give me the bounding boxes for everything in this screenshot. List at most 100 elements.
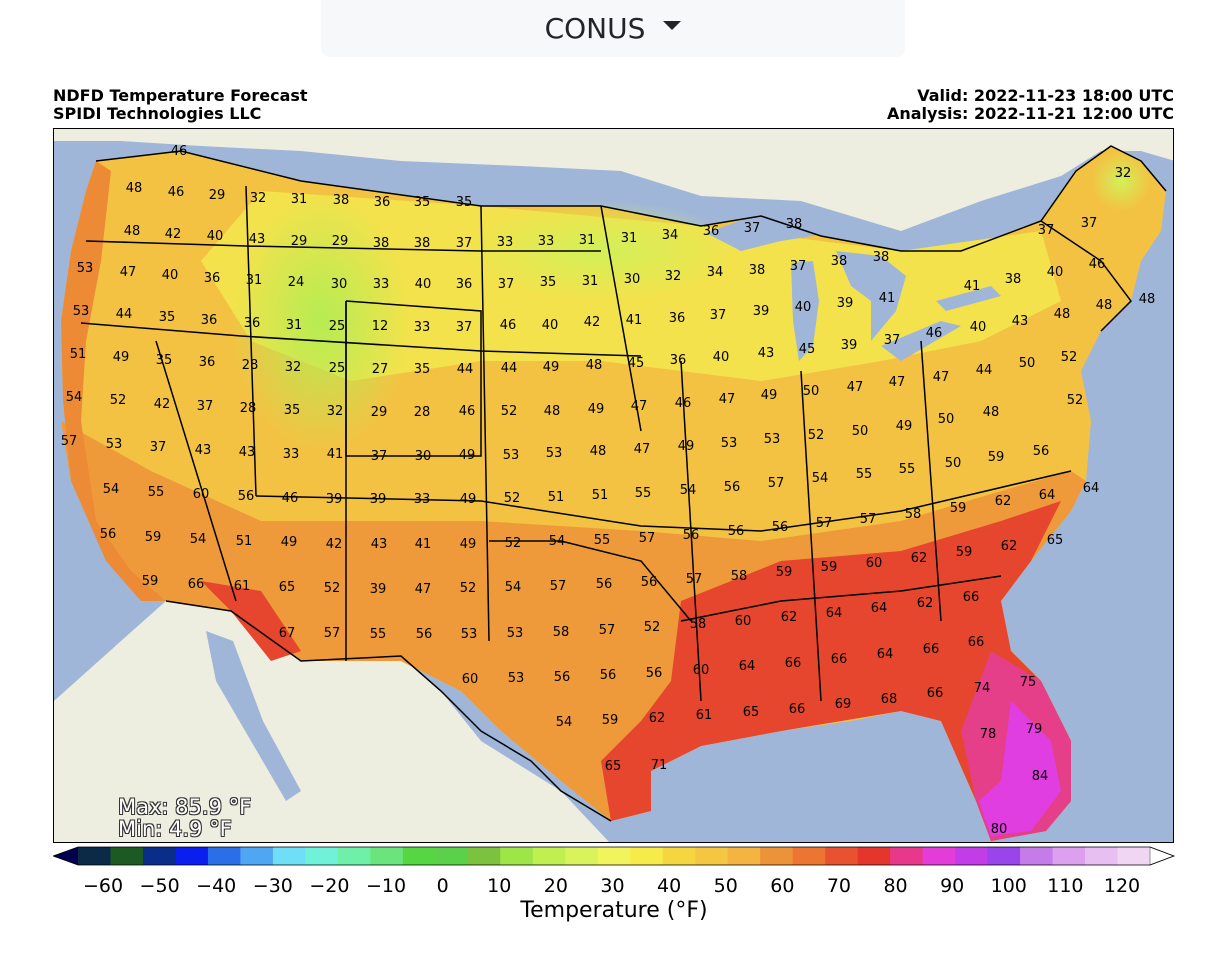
temperature-label: 57 [550,579,567,594]
temperature-label: 40 [795,300,812,315]
temperature-label: 51 [548,490,565,505]
chart-title: NDFD Temperature Forecast SPIDI Technolo… [53,87,308,123]
temperature-label: 46 [1089,257,1106,272]
temperature-label: 62 [917,596,934,611]
temperature-label: 53 [73,304,90,319]
temperature-label: 35 [414,362,431,377]
temperature-label: 54 [680,483,697,498]
border-col6 [800,370,822,702]
temperature-label: 64 [739,659,756,674]
zone-green-rockies [231,191,411,451]
lake-superior [706,213,831,251]
temperature-label: 32 [665,269,682,284]
colorbar-segment [110,847,144,865]
temperature-label: 49 [588,402,605,417]
temperature-label: 49 [678,439,695,454]
temperature-label: 64 [871,601,888,616]
temperature-label: 46 [500,318,517,333]
temperature-label: 60 [193,487,210,502]
temperature-label: 55 [594,533,611,548]
colorbar-segment [142,847,176,865]
temperature-label: 56 [1033,444,1050,459]
region-selector-button[interactable]: CONUS [321,0,905,57]
temperature-label: 79 [1026,722,1043,737]
temperature-label: 78 [980,727,997,742]
temperature-label: 75 [1020,675,1037,690]
temperature-label: 53 [77,261,94,276]
temperature-label: 46 [675,396,692,411]
temperature-label: 38 [1005,272,1022,287]
temperature-label: 56 [100,527,117,542]
temperature-label: 50 [945,456,962,471]
temperature-label: 56 [641,575,658,590]
temperature-label: 54 [190,532,207,547]
temperature-label: 36 [703,224,720,239]
colorbar-segment [1020,847,1054,865]
temperature-label: 47 [415,582,432,597]
colorbar-segment [890,847,924,865]
temperature-label: 46 [459,404,476,419]
colorbar-segment [857,847,891,865]
temperature-label: 53 [106,437,123,452]
temperature-label: 39 [326,492,343,507]
temperature-label: 53 [508,671,525,686]
temperature-label: 41 [626,313,643,328]
temperature-label: 34 [662,228,679,243]
valid-time: Valid: 2022-11-23 18:00 UTC [917,86,1174,105]
colorbar-segment [565,847,599,865]
temperature-label: 58 [905,507,922,522]
temperature-label: 38 [831,254,848,269]
temperature-label: 57 [324,626,341,641]
temperature-label: 49 [281,535,298,550]
temperature-label: 51 [592,488,609,503]
state-borders [80,145,1167,822]
colorbar-tick-label: 70 [826,875,852,897]
temperature-label: 57 [599,623,616,638]
temperature-label: 52 [460,581,477,596]
temperature-label: 54 [549,534,566,549]
temperature-label: 66 [968,635,985,650]
colorbar-segment [435,847,469,865]
temperature-label: 48 [1139,292,1156,307]
colorbar-max-arrow [1149,846,1175,866]
lake-michigan [791,261,819,361]
temperature-label: 28 [242,358,259,373]
colorbar-tick-label: −60 [82,875,124,897]
title-line-provider: SPIDI Technologies LLC [53,104,262,123]
border-row1 [85,240,601,252]
temperature-label: 41 [879,291,896,306]
temperature-label: 57 [686,572,703,587]
temperature-label: 32 [327,404,344,419]
temperature-label: 47 [120,265,137,280]
temperature-label: 38 [786,217,803,232]
colorbar-tick-label: 100 [990,875,1027,897]
temperature-label: 52 [110,393,127,408]
colorbar-segment [500,847,534,865]
colorbar-tick-label: 0 [436,875,449,897]
temperature-label: 44 [976,363,993,378]
temperature-label: 37 [744,221,761,236]
time-info: Valid: 2022-11-23 18:00 UTC Analysis: 20… [887,87,1174,123]
temperature-label: 57 [768,476,785,491]
temperature-label: 48 [124,224,141,239]
temperature-labels: 46 48 46 29 32 31 38 36 35 35 48 42 40 43 29 29 38 38 37 33… [61,144,1156,837]
temperature-label: 38 [749,263,766,278]
colorbar-tick-label: −50 [139,875,180,897]
temperature-label: 57 [816,516,833,531]
temperature-label: 60 [866,556,883,571]
temperature-label: 62 [781,610,798,625]
temperature-label: 39 [370,582,387,597]
region-selector-label: CONUS [544,12,646,45]
temperature-label: 64 [1083,481,1100,496]
colorbar-tick-label: −10 [365,875,407,897]
temperature-label: 65 [743,705,760,720]
temperature-label: 60 [735,614,752,629]
mexico-land [54,601,610,842]
canada-land [54,129,1173,231]
temperature-label: 33 [283,447,300,462]
zone-hot-gulf [601,501,1071,841]
temperature-label: 59 [776,565,793,580]
temperature-label: 37 [456,320,473,335]
border-co [345,300,482,457]
temperature-label: 38 [873,250,890,265]
